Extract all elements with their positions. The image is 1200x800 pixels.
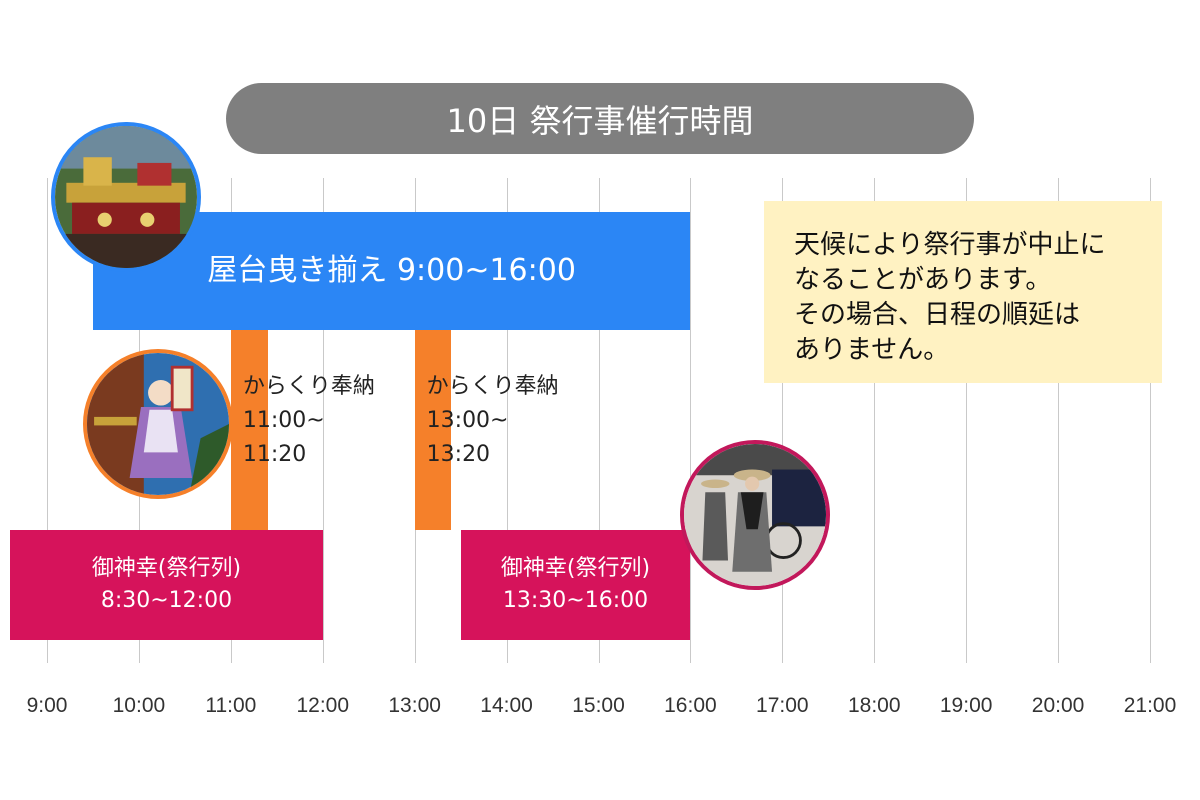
event-bar	[230, 330, 268, 530]
gridline	[966, 178, 968, 663]
tick-label: 15:00	[572, 694, 625, 717]
note-line: 天候により祭行事が中止に	[794, 230, 1106, 260]
festival-float-photo	[51, 122, 201, 272]
tick-label: 12:00	[296, 694, 350, 717]
note-line: ありません。	[794, 335, 950, 365]
event-label: からくり奉納 13:00~ 13:20	[426, 374, 559, 467]
weather-note: 天候により祭行事が中止に なることがあります。 その場合、日程の順延は ありませ…	[764, 201, 1162, 383]
gridline	[874, 178, 876, 663]
note-line: その場合、日程の順延は	[794, 300, 1081, 330]
event-bar	[92, 212, 691, 330]
procession-photo-image	[684, 444, 826, 586]
tick-label: 10:00	[112, 694, 166, 717]
event-label: からくり奉納 11:00~ 11:20	[242, 374, 375, 467]
event-label: 御神幸(祭行列) 8:30~12:00	[91, 556, 242, 613]
karakuri-puppet-photo	[83, 349, 233, 499]
tick-label: 9:00	[26, 694, 68, 717]
tick-label: 13:00	[388, 694, 441, 717]
gridline	[1150, 178, 1151, 663]
tick-label: 19:00	[939, 694, 993, 717]
event-bar	[10, 530, 323, 640]
gridline	[1058, 178, 1060, 663]
note-line: なることがあります。	[794, 265, 1052, 295]
tick-label: 21:00	[1123, 694, 1177, 717]
tick-label: 16:00	[664, 694, 717, 717]
procession-photo	[680, 440, 830, 590]
event-bar	[460, 530, 691, 640]
gridline	[506, 178, 508, 663]
event-bar	[414, 330, 452, 530]
gridline	[782, 178, 784, 663]
gridline	[598, 178, 600, 663]
tick-label: 17:00	[756, 694, 809, 717]
gridline	[47, 178, 48, 663]
event-label: 屋台曳き揃え 9:00~16:00	[207, 253, 576, 289]
karakuri-puppet-photo-image	[87, 353, 229, 495]
event-label: 御神幸(祭行列) 13:30~16:00	[500, 556, 651, 613]
festival-float-photo-image	[55, 126, 197, 268]
tick-label: 20:00	[1031, 694, 1085, 717]
tick-label: 14:00	[480, 694, 533, 717]
gridline	[322, 178, 324, 663]
gridline	[690, 178, 692, 663]
tick-label: 18:00	[847, 694, 901, 717]
tick-label: 11:00	[205, 694, 257, 717]
chart-title: 10日 祭行事催行時間	[226, 83, 974, 154]
